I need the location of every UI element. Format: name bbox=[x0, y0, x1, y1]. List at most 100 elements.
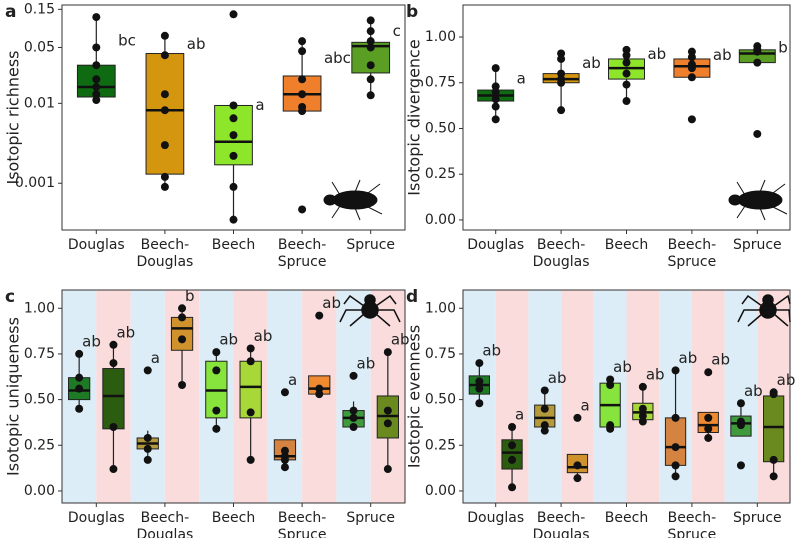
significance-label: abc bbox=[324, 49, 351, 67]
data-point bbox=[229, 131, 238, 140]
significance-label: ab bbox=[548, 369, 567, 387]
data-point bbox=[75, 384, 84, 393]
data-point bbox=[769, 455, 778, 464]
data-point bbox=[92, 83, 101, 92]
x-tick-label: Beech bbox=[605, 510, 648, 526]
data-point bbox=[687, 53, 696, 62]
data-point bbox=[109, 359, 118, 368]
y-tick-label: 0.75 bbox=[24, 346, 55, 362]
data-point bbox=[212, 424, 221, 433]
significance-label: ab bbox=[116, 323, 135, 341]
data-point bbox=[557, 49, 566, 58]
data-point bbox=[366, 61, 375, 70]
data-point bbox=[491, 64, 500, 73]
panel-label: b bbox=[406, 2, 418, 22]
data-point bbox=[212, 366, 221, 375]
significance-label: a bbox=[580, 396, 589, 414]
data-point bbox=[298, 75, 307, 84]
x-tick-label: Beech-Spruce bbox=[668, 510, 717, 538]
data-point bbox=[573, 474, 582, 483]
y-tick-label: 0.50 bbox=[24, 392, 55, 408]
significance-label: ab bbox=[713, 46, 732, 64]
data-point bbox=[246, 344, 255, 353]
panel-label: d bbox=[406, 287, 418, 307]
x-tick-label: Spruce bbox=[733, 237, 782, 253]
y-tick-label: 0.15 bbox=[24, 1, 55, 17]
y-tick-label: 0.00 bbox=[425, 212, 456, 228]
data-point bbox=[229, 215, 238, 224]
y-axis-title: Isotopic divergence bbox=[405, 39, 424, 195]
data-point bbox=[475, 377, 484, 386]
data-point bbox=[160, 182, 169, 191]
data-point bbox=[109, 423, 118, 432]
y-tick-label: 0.75 bbox=[425, 346, 456, 362]
data-point bbox=[75, 404, 84, 413]
data-point bbox=[383, 406, 392, 415]
x-tick-label: Douglas bbox=[68, 237, 125, 253]
data-point bbox=[298, 47, 307, 56]
x-tick-label: Beech-Douglas bbox=[533, 237, 590, 270]
y-tick-label: 1.00 bbox=[425, 300, 456, 316]
data-point bbox=[622, 69, 631, 78]
x-tick-label: Spruce bbox=[733, 510, 782, 526]
spider-icon bbox=[339, 294, 401, 327]
significance-label: ab bbox=[646, 365, 665, 383]
panel-label: a bbox=[5, 2, 16, 22]
data-point bbox=[366, 75, 375, 84]
background-band bbox=[691, 290, 725, 503]
data-point bbox=[491, 87, 500, 96]
data-point bbox=[143, 366, 152, 375]
y-tick-label: 0.05 bbox=[24, 39, 55, 55]
significance-label: a bbox=[288, 371, 297, 389]
data-point bbox=[315, 384, 324, 393]
data-point bbox=[229, 151, 238, 160]
data-point bbox=[229, 10, 238, 19]
panel-label: c bbox=[5, 287, 15, 307]
x-tick-label: Beech bbox=[605, 237, 648, 253]
data-point bbox=[92, 96, 101, 105]
data-point bbox=[475, 359, 484, 368]
backgrounds bbox=[62, 290, 790, 503]
data-point bbox=[280, 455, 289, 464]
data-point bbox=[212, 348, 221, 357]
y-tick-label: 0.00 bbox=[24, 483, 55, 499]
data-point bbox=[298, 37, 307, 46]
significance-label: a bbox=[255, 96, 264, 114]
significance-label: b bbox=[185, 287, 195, 305]
data-point bbox=[229, 101, 238, 110]
data-point bbox=[687, 73, 696, 82]
x-tick-label: Douglas bbox=[467, 510, 524, 526]
data-point bbox=[704, 424, 713, 433]
significance-label: ab bbox=[322, 294, 341, 312]
data-point bbox=[753, 129, 762, 138]
data-point bbox=[246, 455, 255, 464]
data-point bbox=[383, 419, 392, 428]
y-tick-label: 0.01 bbox=[24, 95, 55, 111]
background-band bbox=[130, 290, 165, 503]
data-point bbox=[638, 412, 647, 421]
data-point bbox=[687, 47, 696, 56]
data-point bbox=[540, 421, 549, 430]
significance-label: a bbox=[151, 349, 160, 367]
x-tick-label: Beech-Douglas bbox=[533, 510, 590, 538]
data-point bbox=[622, 80, 631, 89]
data-point bbox=[280, 446, 289, 455]
data-point bbox=[638, 404, 647, 413]
data-point bbox=[557, 106, 566, 115]
data-point bbox=[229, 114, 238, 123]
data-point bbox=[687, 115, 696, 124]
data-point bbox=[671, 443, 680, 452]
x-tick-label: Beech-Douglas bbox=[136, 510, 193, 538]
data-point bbox=[143, 444, 152, 453]
data-point bbox=[75, 373, 84, 382]
data-point bbox=[212, 406, 221, 415]
data-point bbox=[736, 461, 745, 470]
box bbox=[170, 316, 194, 351]
data-point bbox=[671, 366, 680, 375]
data-point bbox=[178, 313, 187, 322]
spider-icon bbox=[737, 294, 791, 327]
data-point bbox=[769, 472, 778, 481]
significance-label: ab bbox=[82, 332, 101, 350]
beetle-icon bbox=[323, 179, 383, 221]
